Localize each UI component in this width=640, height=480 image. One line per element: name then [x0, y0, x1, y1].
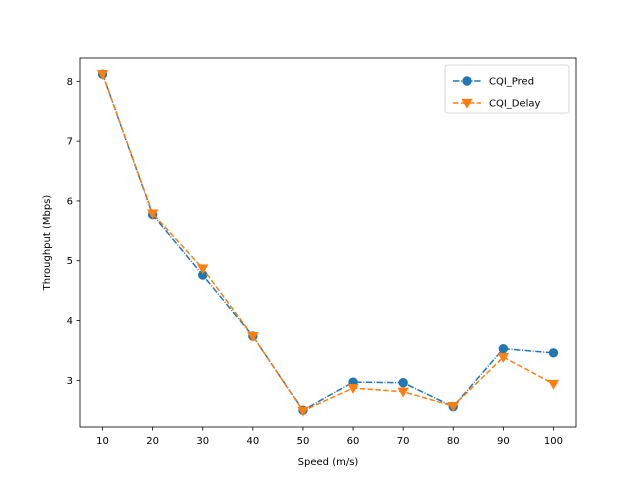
legend-label: CQI_Pred [489, 77, 534, 88]
data-point [297, 406, 309, 417]
x-tick-label: 50 [297, 436, 310, 447]
data-point [247, 331, 259, 342]
y-tick-label: 4 [67, 316, 73, 327]
series-line [101, 73, 554, 412]
y-tick-label: 6 [67, 196, 73, 207]
x-tick-label: 80 [447, 436, 460, 447]
series-line [101, 73, 554, 412]
x-tick-label: 40 [246, 436, 259, 447]
data-point [398, 378, 408, 388]
y-tick-label: 5 [67, 256, 73, 267]
legend-item: CQI_Delay [453, 99, 541, 110]
x-axis-ticks: 10 20 30 40 50 60 70 80 90 100 [96, 427, 563, 447]
data-point [547, 379, 560, 390]
x-tick-label: 30 [196, 436, 209, 447]
y-tick-label: 3 [67, 376, 73, 387]
legend: CQI_Pred CQI_Delay [444, 64, 570, 114]
legend-item: CQI_Pred [453, 76, 534, 88]
data-point [146, 209, 159, 220]
series-cqi-delay [96, 70, 560, 417]
y-tick-label: 7 [67, 137, 73, 148]
data-point [96, 70, 109, 80]
y-axis-ticks: 3 4 5 6 7 8 [67, 77, 80, 387]
y-tick-label: 8 [67, 77, 73, 88]
data-point [548, 348, 559, 358]
x-tick-label: 60 [347, 436, 360, 447]
legend-box [444, 64, 570, 114]
data-point [497, 352, 510, 363]
x-axis-label: Speed (m/s) [298, 457, 359, 468]
data-point [197, 264, 209, 275]
legend-label: CQI_Delay [489, 99, 541, 110]
data-point [347, 384, 359, 394]
x-tick-label: 10 [96, 436, 109, 447]
data-point [447, 401, 459, 412]
legend-marker [461, 98, 473, 109]
series-layer [96, 69, 560, 417]
data-point [397, 387, 409, 398]
legend-marker [462, 76, 472, 86]
data-point [498, 343, 509, 354]
x-tick-label: 20 [146, 436, 159, 447]
y-axis-label: Throughput (Mbps) [42, 195, 53, 292]
x-tick-label: 70 [397, 436, 410, 447]
x-tick-label: 90 [497, 436, 510, 447]
x-tick-label: 100 [544, 436, 563, 447]
axes-frame [79, 57, 577, 428]
